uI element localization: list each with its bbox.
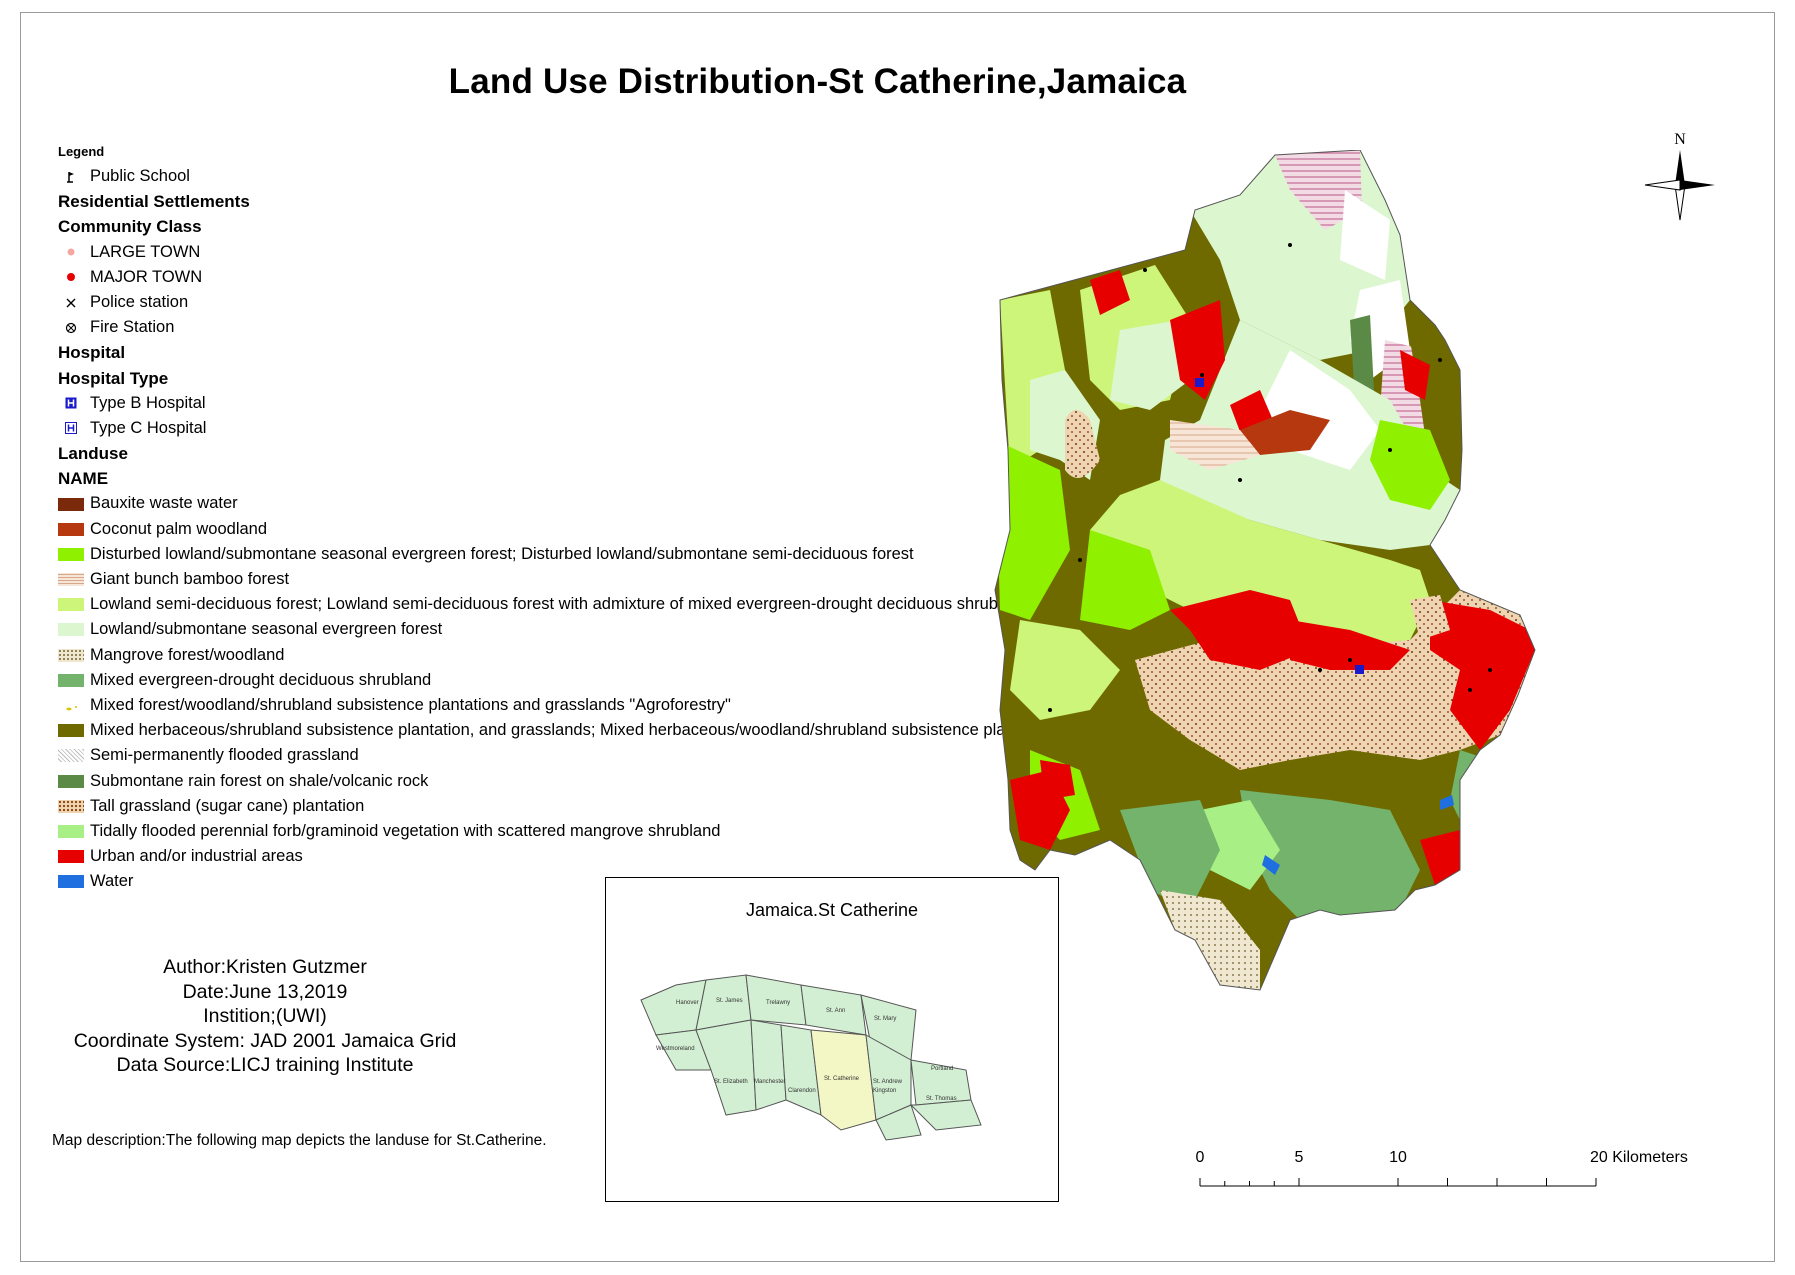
legend-landuse-item: Lowland/submontane seasonal evergreen fo… bbox=[58, 617, 1098, 642]
school-flag-icon bbox=[58, 170, 84, 184]
major-town-dot-icon bbox=[58, 270, 84, 284]
legend-landuse-item: Water bbox=[58, 869, 1098, 894]
parish-label: St. Thomas bbox=[926, 1096, 957, 1102]
parish-label: Hanover bbox=[676, 1000, 699, 1006]
legend-header: Legend bbox=[58, 144, 105, 159]
legend-landuse-item: Semi-permanently flooded grassland bbox=[58, 743, 1098, 768]
legend-type-b: Type B Hospital bbox=[58, 391, 1098, 416]
parish-label: Clarendon bbox=[788, 1088, 816, 1094]
inset-title: Jamaica.St Catherine bbox=[745, 900, 919, 920]
hospital-b-icon bbox=[58, 396, 84, 410]
landuse-swatch-icon bbox=[58, 850, 84, 864]
hospital-c-icon bbox=[58, 421, 84, 435]
landuse-swatch-icon bbox=[58, 598, 84, 612]
legend-landuse-item: Urban and/or industrial areas bbox=[58, 844, 1098, 869]
legend-landuse-item: Submontane rain forest on shale/volcanic… bbox=[58, 769, 1098, 794]
legend-landuse-item: Disturbed lowland/submontane seasonal ev… bbox=[58, 542, 1098, 567]
parish-label: Westmoreland bbox=[656, 1046, 695, 1052]
parish-label: St. Catherine bbox=[824, 1076, 860, 1082]
legend-landuse-item: Giant bunch bamboo forest bbox=[58, 567, 1098, 592]
landuse-swatch-icon bbox=[58, 699, 84, 713]
legend-police: Police station bbox=[58, 290, 1098, 315]
legend-landuse-item: Mangrove forest/woodland bbox=[58, 643, 1098, 668]
landuse-swatch-icon bbox=[58, 749, 84, 763]
legend-type-c: Type C Hospital bbox=[58, 416, 1098, 441]
legend-hospital-type: Hospital Type bbox=[58, 368, 169, 388]
institution-text: Instition;(UWI) bbox=[203, 1005, 327, 1027]
landuse-swatch-icon bbox=[58, 497, 84, 511]
legend: Legend Public School Residential Settlem… bbox=[58, 140, 1098, 894]
legend-landuse-item: Tall grassland (sugar cane) plantation bbox=[58, 794, 1098, 819]
parish-label: St. Ann bbox=[826, 1008, 845, 1014]
inset-map: Jamaica.St Catherine Hanover St. James T… bbox=[605, 877, 1059, 1202]
legend-name: NAME bbox=[58, 469, 109, 489]
legend-landuse-item: Mixed evergreen-drought deciduous shrubl… bbox=[58, 668, 1098, 693]
legend-hospital: Hospital bbox=[58, 343, 126, 363]
landuse-swatch-icon bbox=[58, 522, 84, 536]
landuse-swatch-icon bbox=[58, 673, 84, 687]
author-text: Author:Kristen Gutzmer bbox=[163, 956, 367, 978]
legend-community-class: Community Class bbox=[58, 217, 202, 237]
landuse-swatch-icon bbox=[58, 648, 84, 662]
legend-major-town: MAJOR TOWN bbox=[58, 265, 1098, 290]
fire-station-icon bbox=[58, 321, 84, 335]
map-title: Land Use Distribution-St Catherine,Jamai… bbox=[448, 62, 1187, 101]
legend-landuse-item: Bauxite waste water bbox=[58, 491, 1098, 516]
scale-tick-label: 5 bbox=[1295, 1149, 1304, 1166]
map-frame bbox=[20, 12, 1775, 1262]
map-metadata: Author:Kristen Gutzmer Date:June 13,2019… bbox=[60, 955, 470, 1078]
legend-landuse-item: Coconut palm woodland bbox=[58, 517, 1098, 542]
legend-landuse-item: Mixed herbaceous/shrubland subsistence p… bbox=[58, 718, 1098, 743]
st-catherine-map bbox=[994, 150, 1536, 991]
landuse-swatch-icon bbox=[58, 824, 84, 838]
north-label: N bbox=[1674, 131, 1686, 148]
parish-label: Trelawny bbox=[766, 1000, 790, 1006]
large-town-dot-icon bbox=[58, 245, 84, 259]
landuse-swatch-icon bbox=[58, 875, 84, 889]
legend-public-school: Public School bbox=[58, 164, 1098, 189]
data-source-text: Data Source:LICJ training Institute bbox=[116, 1054, 414, 1076]
scale-bar: 0 5 10 20 Kilometers bbox=[1196, 1149, 1688, 1187]
landuse-swatch-icon bbox=[58, 774, 84, 788]
legend-landuse-item: Tidally flooded perennial forb/graminoid… bbox=[58, 819, 1098, 844]
legend-large-town: LARGE TOWN bbox=[58, 240, 1098, 265]
hospital-marker-icon bbox=[1195, 378, 1364, 674]
map-description: Map description:The following map depict… bbox=[52, 1132, 547, 1149]
legend-landuse-item: Lowland semi-deciduous forest; Lowland s… bbox=[58, 592, 1098, 617]
legend-fire: Fire Station bbox=[58, 315, 1098, 340]
coordinate-system-text: Coordinate System: JAD 2001 Jamaica Grid bbox=[73, 1029, 457, 1052]
legend-residential: Residential Settlements bbox=[58, 192, 250, 212]
landuse-swatch-icon bbox=[58, 547, 84, 561]
landuse-swatch-icon bbox=[58, 623, 84, 637]
parish-label: St. Elizabeth bbox=[714, 1079, 748, 1085]
legend-landuse: Landuse bbox=[58, 444, 128, 464]
parish-label: Manchester bbox=[754, 1079, 785, 1085]
parish-label: St. Mary bbox=[874, 1016, 896, 1022]
parish-label: Kingston bbox=[873, 1088, 896, 1094]
parish-label: Portland bbox=[931, 1066, 953, 1072]
landuse-swatch-icon bbox=[58, 799, 84, 813]
parish-label: St. Andrew bbox=[873, 1079, 903, 1085]
north-arrow-icon: N bbox=[1644, 131, 1715, 221]
legend-landuse-item: Mixed forest/woodland/shrubland subsiste… bbox=[58, 693, 1098, 718]
scale-tick-label: 10 bbox=[1389, 1149, 1407, 1166]
police-cross-icon bbox=[58, 296, 84, 310]
landuse-swatch-icon bbox=[58, 724, 84, 738]
date-text: Date:June 13,2019 bbox=[182, 980, 348, 1003]
jamaica-parish-map: Hanover St. James Trelawny St. Ann St. M… bbox=[640, 974, 982, 1141]
landuse-swatch-icon bbox=[58, 573, 84, 587]
scale-tick-label: 0 bbox=[1196, 1149, 1205, 1166]
scale-tick-label: 20 Kilometers bbox=[1590, 1149, 1688, 1166]
parish-label: St. James bbox=[716, 998, 743, 1004]
map-point-symbols bbox=[1048, 243, 1492, 712]
landuse-classes: Bauxite waste water Coconut palm woodland… bbox=[58, 491, 1098, 894]
